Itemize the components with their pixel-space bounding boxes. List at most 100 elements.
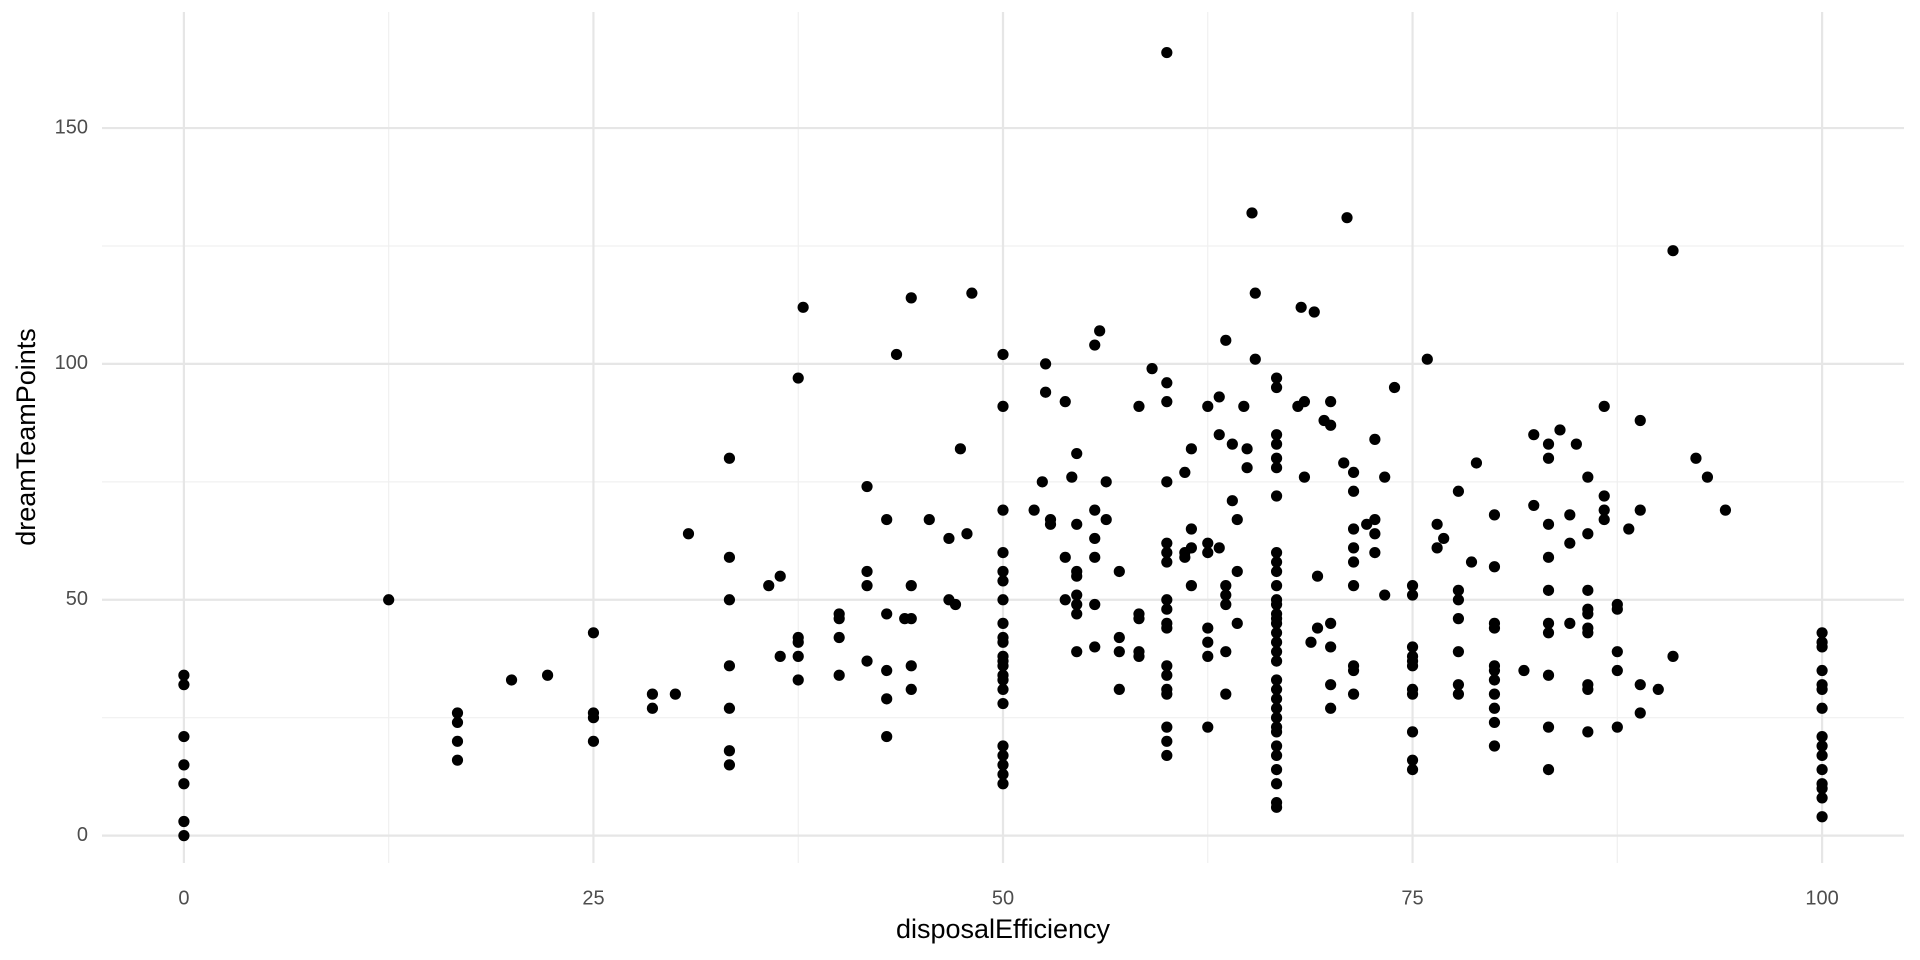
- point: [1369, 528, 1381, 540]
- point: [1554, 424, 1566, 436]
- point: [1634, 707, 1646, 719]
- point: [997, 759, 1009, 771]
- point: [1270, 381, 1283, 394]
- point: [1347, 542, 1360, 554]
- point: [1611, 664, 1623, 677]
- point: [178, 778, 190, 790]
- point: [1406, 589, 1419, 601]
- point: [1311, 622, 1324, 634]
- point: [1213, 542, 1225, 554]
- point: [1634, 679, 1646, 691]
- point: [881, 730, 893, 743]
- point: [943, 532, 955, 545]
- point: [1202, 636, 1214, 648]
- point: [1089, 532, 1101, 545]
- point: [1347, 664, 1360, 677]
- point: [1161, 396, 1173, 408]
- point: [1249, 353, 1261, 365]
- point: [861, 480, 873, 493]
- point: [1270, 556, 1283, 568]
- point: [1161, 660, 1173, 672]
- point: [1185, 523, 1197, 535]
- point: [792, 674, 804, 686]
- point: [1542, 617, 1555, 629]
- point: [1100, 476, 1112, 488]
- point: [178, 730, 190, 743]
- point: [1542, 584, 1555, 596]
- point: [1611, 721, 1623, 733]
- point: [1270, 617, 1283, 629]
- point: [1185, 542, 1197, 554]
- point: [1039, 358, 1052, 370]
- point: [1369, 513, 1381, 526]
- point: [1059, 594, 1071, 606]
- point: [1270, 646, 1283, 658]
- point: [1071, 608, 1083, 620]
- point: [1161, 688, 1173, 700]
- point: [1582, 528, 1594, 540]
- point: [1542, 763, 1555, 776]
- point: [1452, 584, 1465, 596]
- y-tick-label: 100: [55, 352, 88, 374]
- point: [1488, 716, 1501, 729]
- point: [1598, 513, 1610, 526]
- point: [1564, 509, 1576, 521]
- point: [997, 697, 1009, 710]
- point: [1816, 730, 1828, 743]
- point: [905, 292, 917, 304]
- point: [1231, 513, 1243, 526]
- point: [1325, 641, 1337, 653]
- point: [1325, 396, 1337, 408]
- point: [1071, 589, 1083, 601]
- point: [1220, 334, 1232, 346]
- point: [997, 547, 1009, 559]
- point: [997, 400, 1009, 412]
- point: [1094, 325, 1106, 337]
- point: [1452, 646, 1465, 658]
- point: [1564, 617, 1576, 629]
- point: [1816, 664, 1828, 677]
- point: [1431, 542, 1443, 554]
- point: [1528, 499, 1540, 512]
- point: [961, 528, 973, 540]
- point: [1598, 400, 1610, 412]
- point: [1542, 627, 1555, 639]
- x-tick-label: 75: [1401, 887, 1423, 909]
- point: [1238, 400, 1250, 412]
- point: [1179, 551, 1191, 563]
- point: [1816, 792, 1828, 804]
- point: [1161, 622, 1173, 634]
- point: [723, 452, 736, 464]
- point: [1039, 386, 1052, 398]
- point: [451, 754, 464, 766]
- point: [1816, 740, 1828, 752]
- point: [923, 513, 935, 526]
- point: [792, 372, 804, 384]
- point: [1488, 622, 1501, 634]
- point: [1220, 589, 1232, 601]
- y-tick-label: 50: [66, 588, 88, 610]
- point: [1270, 452, 1283, 464]
- point: [1226, 438, 1238, 450]
- point: [1161, 749, 1173, 762]
- point: [587, 735, 600, 747]
- point: [1202, 721, 1214, 733]
- point: [1582, 683, 1594, 696]
- point: [1270, 547, 1283, 559]
- point: [1816, 749, 1828, 762]
- point: [774, 650, 786, 662]
- point: [1406, 726, 1419, 738]
- point: [1542, 721, 1555, 733]
- point: [763, 580, 775, 592]
- point: [1270, 763, 1283, 776]
- point: [1325, 419, 1337, 431]
- point: [178, 830, 190, 842]
- point: [881, 693, 893, 705]
- point: [1347, 580, 1360, 592]
- point: [905, 613, 917, 625]
- point: [723, 745, 736, 757]
- point: [1406, 763, 1419, 776]
- point: [1308, 306, 1320, 318]
- point: [1582, 726, 1594, 738]
